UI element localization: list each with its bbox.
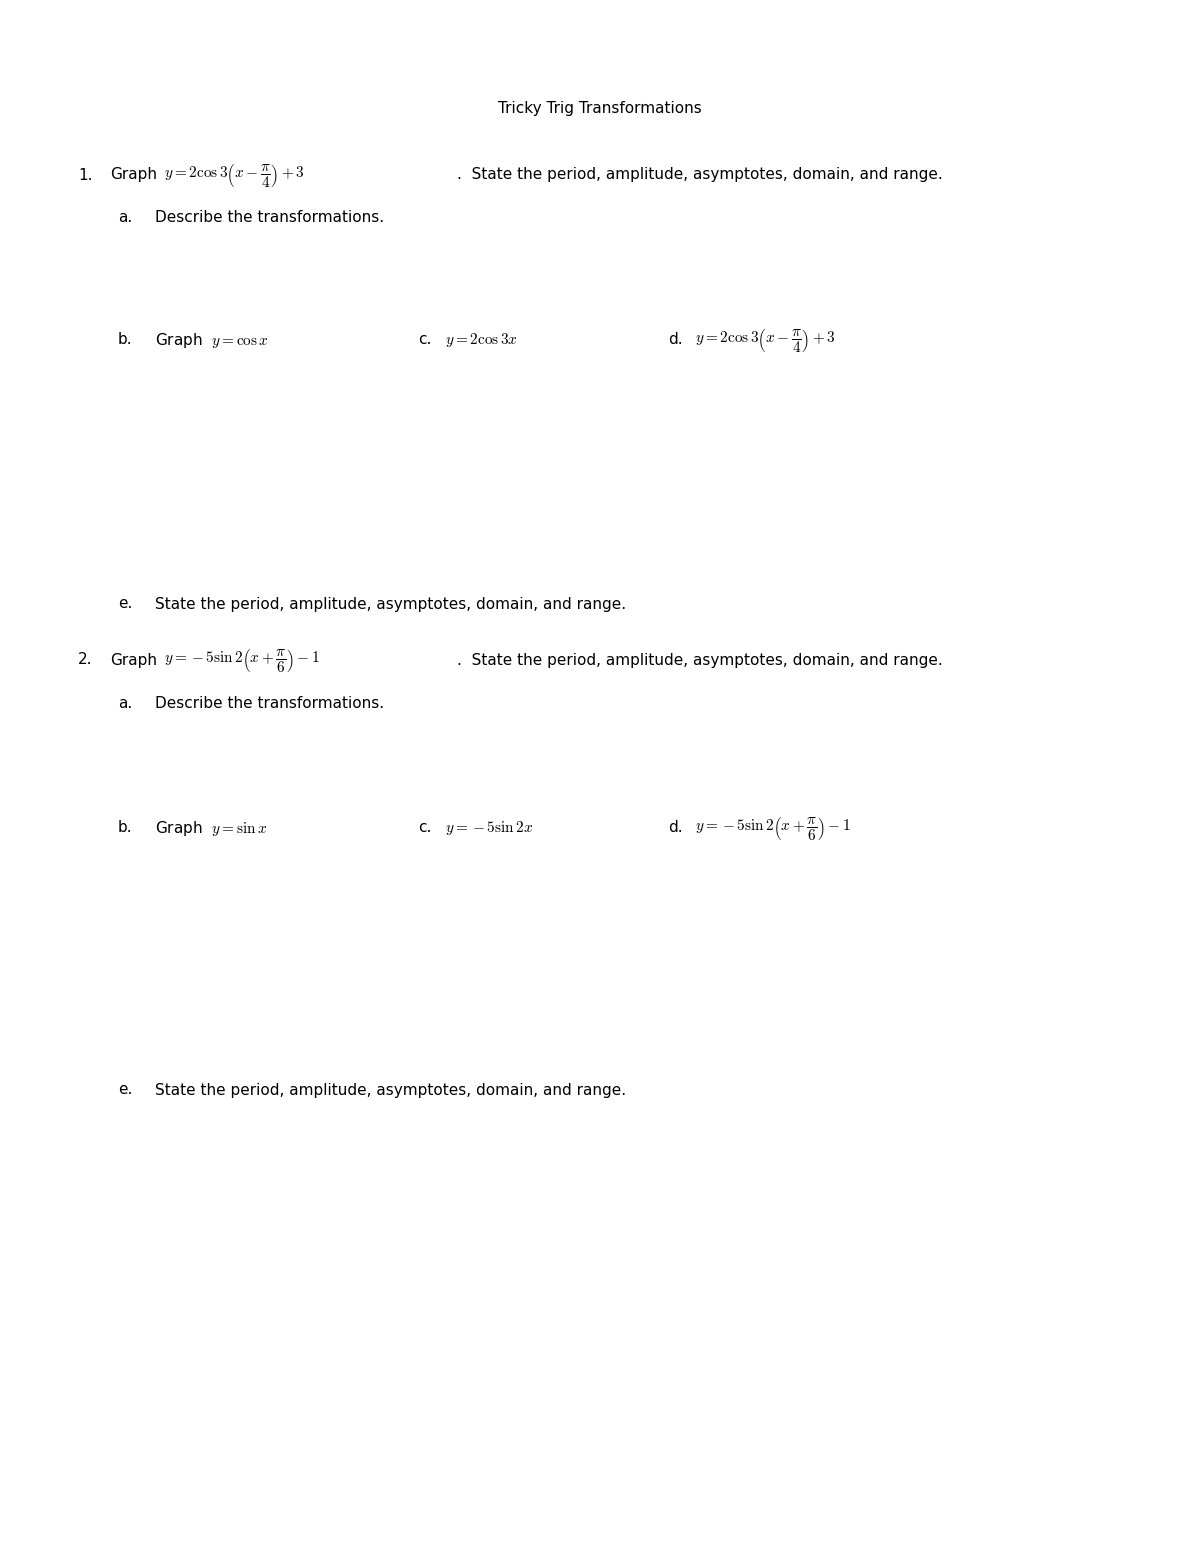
Text: d.: d. (668, 332, 683, 348)
Text: Describe the transformations.: Describe the transformations. (155, 211, 384, 225)
Text: $y = -5\sin 2\left(x + \dfrac{\pi}{6}\right) - 1$: $y = -5\sin 2\left(x + \dfrac{\pi}{6}\ri… (695, 814, 851, 842)
Text: .  State the period, amplitude, asymptotes, domain, and range.: . State the period, amplitude, asymptote… (457, 168, 943, 183)
Text: .  State the period, amplitude, asymptotes, domain, and range.: . State the period, amplitude, asymptote… (457, 652, 943, 668)
Text: Describe the transformations.: Describe the transformations. (155, 696, 384, 711)
Text: 2.: 2. (78, 652, 92, 668)
Text: e.: e. (118, 596, 132, 612)
Text: Graph  $y = \sin x$: Graph $y = \sin x$ (155, 818, 268, 837)
Text: State the period, amplitude, asymptotes, domain, and range.: State the period, amplitude, asymptotes,… (155, 1082, 626, 1098)
Text: Graph  $y = \cos x$: Graph $y = \cos x$ (155, 331, 269, 349)
Text: a.: a. (118, 696, 132, 711)
Text: b.: b. (118, 332, 133, 348)
Text: a.: a. (118, 211, 132, 225)
Text: 1.: 1. (78, 168, 92, 183)
Text: Graph: Graph (110, 652, 157, 668)
Text: State the period, amplitude, asymptotes, domain, and range.: State the period, amplitude, asymptotes,… (155, 596, 626, 612)
Text: Graph: Graph (110, 168, 157, 183)
Text: c.: c. (418, 820, 431, 836)
Text: $y = -5\sin 2\left(x + \dfrac{\pi}{6}\right) - 1$: $y = -5\sin 2\left(x + \dfrac{\pi}{6}\ri… (164, 646, 319, 674)
Text: e.: e. (118, 1082, 132, 1098)
Text: $y = 2\cos 3\left(x - \dfrac{\pi}{4}\right) + 3$: $y = 2\cos 3\left(x - \dfrac{\pi}{4}\rig… (695, 326, 835, 354)
Text: b.: b. (118, 820, 133, 836)
Text: Tricky Trig Transformations: Tricky Trig Transformations (498, 101, 702, 115)
Text: d.: d. (668, 820, 683, 836)
Text: $y = -5\sin 2x$: $y = -5\sin 2x$ (445, 818, 533, 837)
Text: $y = 2\cos 3\left(x - \dfrac{\pi}{4}\right) + 3$: $y = 2\cos 3\left(x - \dfrac{\pi}{4}\rig… (164, 162, 305, 188)
Text: c.: c. (418, 332, 431, 348)
Text: $y = 2\cos 3x$: $y = 2\cos 3x$ (445, 331, 517, 349)
